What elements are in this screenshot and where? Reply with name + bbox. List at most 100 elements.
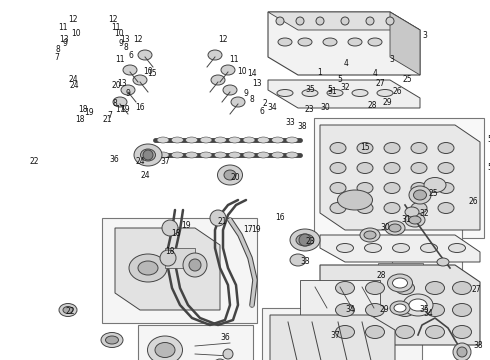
Circle shape xyxy=(162,220,178,236)
Text: 15: 15 xyxy=(360,143,370,152)
Ellipse shape xyxy=(392,243,410,252)
Ellipse shape xyxy=(366,303,385,316)
Ellipse shape xyxy=(221,65,235,75)
Circle shape xyxy=(276,17,284,25)
Text: 14: 14 xyxy=(247,69,257,78)
Ellipse shape xyxy=(395,303,415,316)
Circle shape xyxy=(453,343,471,360)
Text: 24: 24 xyxy=(140,171,150,180)
Ellipse shape xyxy=(389,224,401,232)
Ellipse shape xyxy=(357,143,373,153)
Ellipse shape xyxy=(409,186,431,204)
Ellipse shape xyxy=(290,229,320,251)
Ellipse shape xyxy=(186,152,197,158)
Ellipse shape xyxy=(172,137,183,143)
Circle shape xyxy=(457,347,467,357)
Circle shape xyxy=(341,17,349,25)
Text: 27: 27 xyxy=(471,285,481,294)
Ellipse shape xyxy=(425,303,444,316)
Ellipse shape xyxy=(214,152,226,158)
Ellipse shape xyxy=(101,333,123,347)
Ellipse shape xyxy=(200,137,212,143)
Bar xyxy=(300,280,380,315)
Text: 26: 26 xyxy=(392,86,402,95)
Ellipse shape xyxy=(368,38,382,46)
Ellipse shape xyxy=(155,342,175,357)
Text: 18: 18 xyxy=(78,104,87,113)
Ellipse shape xyxy=(224,170,236,180)
Text: 21: 21 xyxy=(103,114,112,123)
Polygon shape xyxy=(268,12,420,75)
Circle shape xyxy=(299,234,311,246)
Text: 23: 23 xyxy=(305,238,315,247)
Ellipse shape xyxy=(411,143,427,153)
Circle shape xyxy=(210,210,226,226)
Text: 2: 2 xyxy=(263,99,268,108)
Text: 13: 13 xyxy=(252,78,262,87)
Ellipse shape xyxy=(403,294,433,316)
Ellipse shape xyxy=(384,202,400,213)
Text: 36: 36 xyxy=(220,333,230,342)
Text: 7: 7 xyxy=(108,112,112,121)
Ellipse shape xyxy=(448,243,466,252)
Text: 9: 9 xyxy=(63,40,68,49)
Text: 11: 11 xyxy=(58,23,67,32)
Text: 33: 33 xyxy=(300,257,310,266)
Text: 23: 23 xyxy=(304,105,314,114)
Ellipse shape xyxy=(157,137,169,143)
Text: 19: 19 xyxy=(120,105,130,114)
Ellipse shape xyxy=(377,90,393,96)
Ellipse shape xyxy=(208,50,222,60)
Ellipse shape xyxy=(357,183,373,194)
Ellipse shape xyxy=(63,306,73,314)
Text: 21: 21 xyxy=(217,217,227,226)
Text: 6: 6 xyxy=(128,50,133,59)
Ellipse shape xyxy=(395,282,415,294)
Text: 37: 37 xyxy=(330,330,340,339)
Circle shape xyxy=(296,17,304,25)
Circle shape xyxy=(366,17,374,25)
Text: 38: 38 xyxy=(473,341,483,350)
Ellipse shape xyxy=(438,143,454,153)
Text: 6: 6 xyxy=(260,108,265,117)
Ellipse shape xyxy=(172,152,183,158)
Ellipse shape xyxy=(231,97,245,107)
Text: 29: 29 xyxy=(379,306,389,315)
Text: 12: 12 xyxy=(133,36,143,45)
Ellipse shape xyxy=(336,282,354,294)
Text: 24: 24 xyxy=(135,158,145,166)
Text: 38: 38 xyxy=(298,122,307,131)
Ellipse shape xyxy=(200,152,212,158)
Ellipse shape xyxy=(336,303,354,316)
Ellipse shape xyxy=(388,274,413,292)
Ellipse shape xyxy=(336,325,354,338)
Text: 10: 10 xyxy=(114,30,124,39)
Ellipse shape xyxy=(290,254,306,266)
Ellipse shape xyxy=(123,65,137,75)
Circle shape xyxy=(183,253,207,277)
Text: 17: 17 xyxy=(243,225,253,234)
Text: 10: 10 xyxy=(237,68,247,77)
Text: 34: 34 xyxy=(345,306,355,315)
Circle shape xyxy=(223,349,233,359)
Text: 22: 22 xyxy=(29,158,39,166)
Text: 5: 5 xyxy=(338,76,343,85)
Text: 4: 4 xyxy=(372,69,377,78)
Text: 8: 8 xyxy=(113,99,118,108)
Ellipse shape xyxy=(357,202,373,213)
Text: 5: 5 xyxy=(488,135,490,144)
Text: 8: 8 xyxy=(55,45,60,54)
Ellipse shape xyxy=(113,97,127,107)
Ellipse shape xyxy=(395,325,415,338)
Ellipse shape xyxy=(438,162,454,174)
Ellipse shape xyxy=(390,301,410,315)
Text: 12: 12 xyxy=(108,14,117,23)
Circle shape xyxy=(160,250,176,266)
Text: 18: 18 xyxy=(165,248,175,256)
Text: 32: 32 xyxy=(419,208,429,217)
Ellipse shape xyxy=(366,282,385,294)
Ellipse shape xyxy=(229,152,241,158)
Ellipse shape xyxy=(223,85,237,95)
Ellipse shape xyxy=(452,282,471,294)
Text: 20: 20 xyxy=(111,81,121,90)
